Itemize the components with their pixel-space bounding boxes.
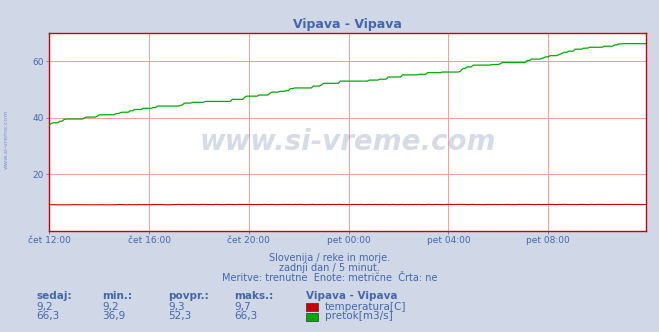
Text: povpr.:: povpr.:	[168, 291, 209, 301]
Text: 52,3: 52,3	[168, 311, 191, 321]
Text: 66,3: 66,3	[234, 311, 257, 321]
Text: 36,9: 36,9	[102, 311, 125, 321]
Text: 9,2: 9,2	[102, 302, 119, 312]
Text: Slovenija / reke in morje.: Slovenija / reke in morje.	[269, 253, 390, 263]
Text: 9,3: 9,3	[168, 302, 185, 312]
Text: Meritve: trenutne  Enote: metrične  Črta: ne: Meritve: trenutne Enote: metrične Črta: …	[221, 273, 438, 283]
Title: Vipava - Vipava: Vipava - Vipava	[293, 18, 402, 31]
Text: 9,7: 9,7	[234, 302, 250, 312]
Text: temperatura[C]: temperatura[C]	[325, 302, 407, 312]
Text: 66,3: 66,3	[36, 311, 59, 321]
Text: www.si-vreme.com: www.si-vreme.com	[200, 128, 496, 156]
Text: 9,2: 9,2	[36, 302, 53, 312]
Text: sedaj:: sedaj:	[36, 291, 72, 301]
Text: zadnji dan / 5 minut.: zadnji dan / 5 minut.	[279, 263, 380, 273]
Text: Vipava - Vipava: Vipava - Vipava	[306, 291, 398, 301]
Text: www.si-vreme.com: www.si-vreme.com	[4, 110, 9, 169]
Text: pretok[m3/s]: pretok[m3/s]	[325, 311, 393, 321]
Text: maks.:: maks.:	[234, 291, 273, 301]
Text: min.:: min.:	[102, 291, 132, 301]
